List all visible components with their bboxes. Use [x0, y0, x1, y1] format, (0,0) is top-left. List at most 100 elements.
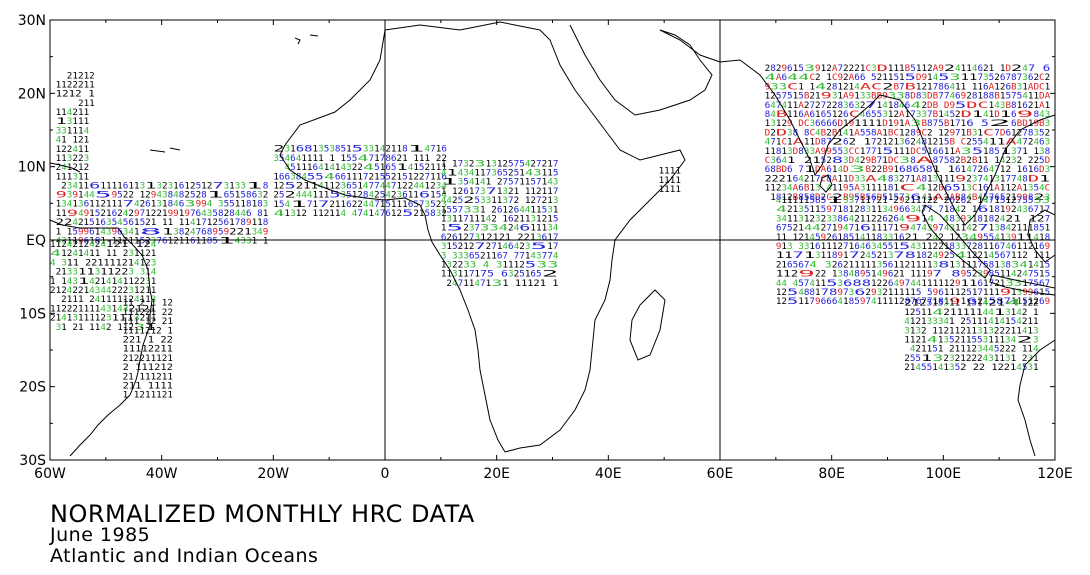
- hrc-digit-run: 9: [899, 224, 910, 234]
- hrc-digit-run: 112221111: [50, 304, 100, 314]
- hrc-digit-run: A: [865, 174, 876, 184]
- hrc-digit-run: 11: [78, 268, 95, 278]
- hrc-digit-run: 3: [910, 119, 921, 129]
- hrc-digit-run: 2: [832, 193, 843, 203]
- hrc-digit-run: 112: [1000, 184, 1017, 194]
- hrc-digit-run: 44: [787, 73, 809, 83]
- hrc-digit-run: 1: [994, 260, 1000, 270]
- hrc-digit-run: 4: [553, 251, 559, 261]
- hrc-digit-run: 8: [837, 101, 843, 111]
- hrc-digit-run: 5: [915, 308, 921, 318]
- hrc-digit-run: 8: [168, 200, 174, 210]
- hrc-digit-run: 4: [955, 205, 961, 215]
- hrc-digit-run: 4: [877, 270, 883, 280]
- hrc-digit-run: 7: [553, 159, 559, 169]
- hrc-digit-run: 12: [1028, 297, 1039, 307]
- hrc-digit-run: D: [765, 128, 771, 138]
- hrc-digit-run: 3: [184, 200, 195, 210]
- hrc-digit-run: 4: [56, 136, 62, 146]
- hrc-digit-run: 11: [798, 297, 809, 307]
- hrc-digit-run: 1: [877, 101, 883, 111]
- hrc-digit-run: 34: [910, 205, 921, 215]
- hrc-digit-run: 4: [1005, 242, 1011, 252]
- hrc-digit-run: 12: [201, 181, 212, 191]
- hrc-digit-run: 55: [921, 363, 932, 373]
- hrc-digit-run: 3: [318, 145, 324, 155]
- hrc-digit-run: 4: [989, 251, 995, 261]
- hrc-digit-run: B: [966, 128, 972, 138]
- hrc-digit-run: 8: [832, 156, 843, 166]
- hrc-digit-run: 7: [955, 128, 961, 138]
- hrc-digit-run: 11 1: [977, 156, 999, 166]
- hrc-digit-run: 6: [983, 165, 989, 175]
- hrc-digit-run: 1221: [966, 251, 988, 261]
- coastline-iran: [659, 29, 741, 63]
- hrc-digit-run: 4: [273, 209, 284, 219]
- hrc-digit-run: 21: [1028, 101, 1039, 111]
- hrc-digit-run: 21: [369, 172, 380, 182]
- hrc-digit-run: 33: [888, 92, 905, 102]
- hrc-digit-run: 7: [854, 196, 860, 206]
- hrc-digit-run: 3: [290, 209, 296, 219]
- hrc-digit-run: 4: [380, 145, 386, 155]
- hrc-digit-run: 1 21 11: [61, 323, 100, 333]
- hrc-digit-run: 3 3: [128, 268, 145, 278]
- coastline-caribbean: [149, 147, 181, 153]
- hrc-digit-run: 34: [1005, 335, 1016, 345]
- hrc-digit-run: 2: [224, 209, 230, 219]
- hrc-digit-run: 4: [78, 209, 84, 219]
- hrc-digit-run: 6: [832, 233, 838, 243]
- hrc-digit-run: 1: [994, 317, 1000, 327]
- hrc-digit-run: 1: [983, 279, 989, 289]
- hrc-digit-run: 6: [882, 214, 888, 224]
- hrc-digit-run: 1: [921, 354, 932, 364]
- hrc-digit-run: 3: [899, 138, 905, 148]
- hrc-digit-run: 9: [837, 288, 843, 298]
- hrc-digit-run: 3: [832, 92, 838, 102]
- hrc-digit-run: C: [809, 73, 815, 83]
- hrc-digit-run: BB9: [871, 92, 888, 102]
- hrc-digit-run: 1: [273, 200, 279, 210]
- hrc-digit-run: 7: [793, 251, 804, 261]
- hrc-digit-run: 2: [815, 101, 821, 111]
- hrc-digit-run: 12: [1005, 196, 1016, 206]
- hrc-digit-run: 5: [1039, 156, 1045, 166]
- hrc-digit-run: 9: [72, 191, 78, 201]
- hrc-digit-run: 21: [904, 363, 915, 373]
- hrc-digit-run: 5: [1011, 317, 1017, 327]
- hrc-digit-run: 21: [787, 205, 798, 215]
- hrc-digit-run: BC: [888, 128, 899, 138]
- hrc-digit-run: 75: [1028, 270, 1039, 280]
- hrc-digit-run: 1: [877, 147, 883, 157]
- hrc-digit-run: 58: [212, 209, 223, 219]
- hrc-digit-run: 7: [486, 169, 492, 179]
- hrc-digit-run: 5: [419, 163, 425, 173]
- hrc-digit-run: 33: [235, 181, 246, 191]
- hrc-digit-run: 211: [72, 108, 89, 118]
- hrc-digit-run: 11: [871, 205, 882, 215]
- hrc-digit-run: 4: [1033, 138, 1039, 148]
- hrc-digit-run: 1: [977, 92, 983, 102]
- hrc-digit-run: 9: [815, 64, 821, 74]
- hrc-digit-run: 55: [910, 354, 921, 364]
- hrc-digit-run: 2: [944, 64, 955, 74]
- hrc-digit-run: 21: [793, 224, 804, 234]
- hrc-digit-run: 8: [95, 237, 101, 247]
- hrc-digit-run: 99: [78, 227, 89, 237]
- hrc-digit-run: 4: [955, 251, 966, 261]
- hrc-digit-run: 7: [474, 242, 485, 252]
- hrc-digit-run: 33: [363, 145, 374, 155]
- hrc-digit-run: 21 111 22: [397, 154, 447, 164]
- hrc-digit-run: B: [961, 156, 967, 166]
- hrc-digit-run: 4: [989, 165, 995, 175]
- hrc-digit-run: 9: [78, 237, 84, 247]
- hrc-digit-run: 3: [151, 295, 157, 305]
- hrc-digit-run: 1212 1: [56, 90, 95, 100]
- hrc-digit-run: 6: [1011, 119, 1017, 129]
- hrc-digit-run: 43: [56, 237, 67, 247]
- hrc-digit-run: 2: [899, 174, 905, 184]
- hrc-digit-run: 9: [134, 209, 140, 219]
- hrc-digit-run: 4: [916, 138, 922, 148]
- hrc-digit-run: 1: [1000, 92, 1006, 102]
- hrc-digit-run: 111: [938, 174, 955, 184]
